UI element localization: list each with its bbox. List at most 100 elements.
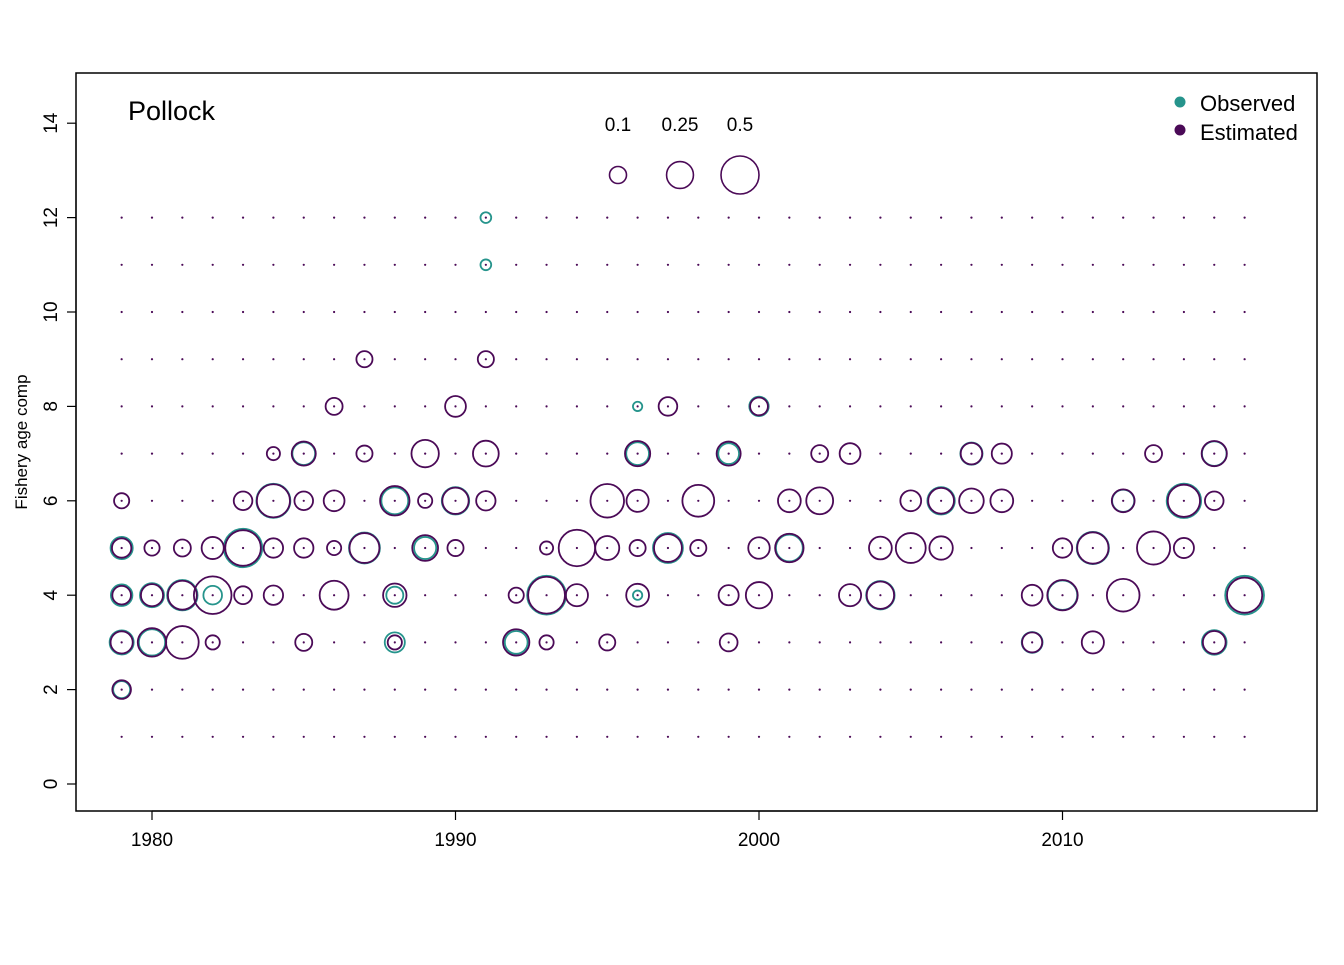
grid-dot (879, 546, 882, 550)
grid-dot (333, 594, 336, 597)
estimated-bubble (928, 535, 954, 561)
grid-dot (545, 358, 548, 361)
grid-dot (120, 688, 123, 691)
grid-dot (393, 452, 396, 455)
observed-bubble (385, 585, 405, 605)
grid-dot (697, 594, 700, 597)
grid-dot (788, 452, 791, 455)
grid-dot (940, 641, 943, 644)
grid-dot (606, 263, 609, 266)
grid-dot (818, 310, 821, 314)
legend-estimated-marker (1174, 124, 1186, 136)
grid-dot (1031, 499, 1034, 502)
grid-dot (241, 216, 245, 219)
grid-dot (1213, 688, 1216, 691)
grid-dot (788, 263, 791, 266)
grid-dot (879, 452, 882, 455)
grid-dot (1122, 546, 1125, 550)
grid-dot (150, 263, 154, 266)
grid-dot (636, 735, 639, 738)
grid-dot (970, 216, 973, 219)
grid-dot (1152, 546, 1155, 550)
grid-dot (970, 263, 973, 266)
grid-dot (697, 405, 700, 408)
grid-dot (393, 594, 396, 597)
grid-dot (1091, 310, 1094, 314)
grid-dot (788, 735, 791, 738)
grid-dot (272, 452, 275, 455)
grid-dot (1213, 310, 1216, 314)
estimated-bubble (444, 395, 467, 418)
grid-dot (1243, 263, 1246, 266)
grid-dot (940, 594, 943, 597)
grid-dot (636, 216, 639, 219)
estimated-bubble (810, 444, 830, 464)
grid-dot (1182, 688, 1185, 691)
estimated-bubble (355, 444, 374, 463)
estimated-bubble (899, 489, 923, 513)
grid-dot (727, 216, 730, 219)
grid-dot (211, 594, 214, 597)
grid-dot (666, 688, 670, 691)
grid-dot (545, 263, 548, 266)
estimated-bubble (322, 489, 346, 513)
grid-dot (241, 499, 245, 502)
grid-dot (1031, 546, 1034, 550)
estimated-bubble (165, 625, 200, 660)
grid-dot (150, 499, 154, 502)
grid-dot (515, 546, 518, 550)
grid-dot (302, 546, 305, 550)
grid-dot (848, 263, 852, 266)
grid-dot (272, 594, 275, 597)
grid-dot (879, 358, 882, 361)
grid-dot (1152, 641, 1155, 644)
estimated-bubble (192, 575, 233, 615)
grid-dot (1152, 452, 1155, 455)
grid-dot (1061, 641, 1064, 644)
grid-dot (211, 452, 214, 455)
grid-dot (181, 310, 184, 314)
y-tick-label: 12 (41, 207, 62, 228)
grid-dot (150, 310, 154, 314)
grid-dot (484, 546, 487, 550)
observed-bubble (503, 630, 529, 655)
grid-dot (636, 546, 639, 550)
grid-dot (484, 452, 487, 455)
grid-dot (1152, 499, 1155, 502)
grid-dot (424, 263, 427, 266)
estimated-bubble (718, 632, 739, 653)
grid-dot (1000, 310, 1003, 314)
estimated-bubble (1076, 531, 1110, 565)
grid-dot (1091, 499, 1094, 502)
size-legend-circle-small (608, 165, 628, 185)
grid-dot (515, 405, 518, 408)
grid-dot (879, 735, 882, 738)
grid-dot (757, 216, 761, 219)
grid-dot (211, 263, 214, 266)
grid-dot (1122, 499, 1125, 502)
estimated-bubble (507, 586, 525, 604)
grid-dot (302, 310, 305, 314)
grid-dot (302, 688, 305, 691)
estimated-bubble (749, 396, 769, 417)
grid-dot (940, 735, 943, 738)
estimated-bubble (255, 483, 291, 519)
grid-dot (909, 405, 912, 408)
grid-dot (879, 405, 882, 408)
estimated-bubble (657, 396, 679, 417)
grid-dot (636, 641, 639, 644)
series-legend: Observed Estimated (1174, 91, 1298, 145)
estimated-bubble (143, 539, 161, 557)
grid-dot (575, 641, 579, 644)
estimated-bubble (1200, 440, 1228, 468)
grid-dot (211, 688, 214, 691)
grid-dot (333, 452, 336, 455)
estimated-bubble (747, 536, 771, 560)
grid-dot (636, 310, 639, 314)
observed-bubble (1201, 629, 1228, 656)
grid-dot (515, 358, 518, 361)
grid-dot (1031, 216, 1034, 219)
grid-dot (1091, 358, 1094, 361)
estimated-bubble (262, 584, 284, 606)
estimated-bubble (290, 440, 317, 467)
